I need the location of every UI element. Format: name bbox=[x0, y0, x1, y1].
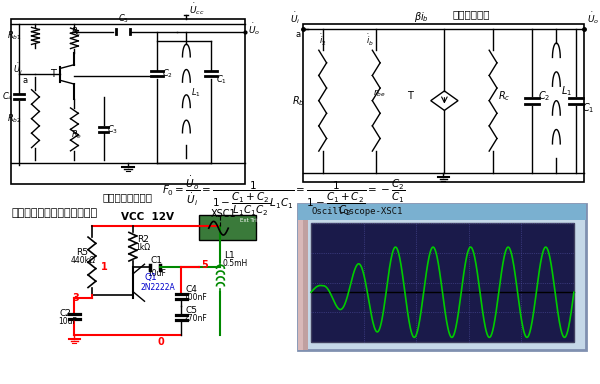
Text: $C_1$: $C_1$ bbox=[215, 74, 227, 86]
Text: 摘自元增民《模拟电子技术》: 摘自元增民《模拟电子技术》 bbox=[11, 208, 97, 218]
Bar bbox=[298, 204, 308, 350]
Text: VCC  12V: VCC 12V bbox=[121, 212, 174, 222]
Text: Oscilloscope-XSC1: Oscilloscope-XSC1 bbox=[312, 207, 403, 216]
Bar bbox=[303, 24, 584, 182]
Text: $L_1$: $L_1$ bbox=[561, 84, 572, 98]
Text: 100nF: 100nF bbox=[184, 293, 207, 302]
Text: $\dot{U}_o$: $\dot{U}_o$ bbox=[248, 22, 260, 37]
Text: $R_c$: $R_c$ bbox=[498, 89, 511, 103]
Bar bbox=[11, 19, 245, 184]
Text: $C_2$: $C_2$ bbox=[538, 89, 550, 103]
Text: $\dot{i}_2$: $\dot{i}_2$ bbox=[319, 33, 326, 48]
Text: R5: R5 bbox=[76, 248, 88, 257]
Text: Q1: Q1 bbox=[145, 273, 157, 282]
Text: 0: 0 bbox=[157, 337, 164, 347]
Text: XSC1: XSC1 bbox=[211, 209, 236, 218]
Text: $\dot{U}_o$: $\dot{U}_o$ bbox=[587, 10, 599, 26]
Text: $\beta i_b$: $\beta i_b$ bbox=[413, 10, 428, 24]
Text: a: a bbox=[295, 30, 300, 39]
Text: 10uF: 10uF bbox=[148, 268, 166, 278]
Bar bbox=[298, 204, 303, 350]
Text: 0.5mH: 0.5mH bbox=[223, 259, 248, 268]
Text: C2: C2 bbox=[60, 310, 71, 318]
Text: L1: L1 bbox=[224, 251, 235, 260]
Text: $R_e$: $R_e$ bbox=[71, 128, 83, 141]
Text: 1: 1 bbox=[101, 262, 107, 272]
Text: C4: C4 bbox=[185, 285, 197, 294]
Text: 5: 5 bbox=[201, 260, 208, 270]
Text: Ext Trig: Ext Trig bbox=[240, 218, 260, 223]
Text: $R_c$: $R_c$ bbox=[71, 25, 82, 38]
Text: C5: C5 bbox=[185, 306, 197, 316]
Text: $C_2$: $C_2$ bbox=[162, 67, 173, 79]
Text: 440kΩ: 440kΩ bbox=[71, 256, 95, 265]
Text: T: T bbox=[50, 70, 56, 79]
Text: $C_1$: $C_1$ bbox=[581, 101, 594, 115]
Text: R2: R2 bbox=[137, 235, 149, 244]
Text: 270nF: 270nF bbox=[184, 314, 207, 323]
Text: $C_3$: $C_3$ bbox=[107, 123, 119, 136]
Text: $\dot{U}_i$: $\dot{U}_i$ bbox=[290, 10, 300, 26]
Text: $F_0=\dfrac{\dot{U}_o}{\dot{U}_i}=\dfrac{1}{1-\dfrac{C_1+C_2}{L_1C_1C_2}L_1C_1}=: $F_0=\dfrac{\dot{U}_o}{\dot{U}_i}=\dfrac… bbox=[162, 174, 406, 218]
Text: $L_1$: $L_1$ bbox=[191, 86, 201, 99]
Text: 3: 3 bbox=[73, 293, 79, 303]
Bar bbox=[298, 204, 586, 220]
Text: 2N2222A: 2N2222A bbox=[140, 283, 175, 292]
Text: $R_{b1}$: $R_{b1}$ bbox=[7, 30, 22, 42]
Text: $R_{b2}$: $R_{b2}$ bbox=[7, 113, 22, 125]
Text: C1: C1 bbox=[151, 256, 163, 265]
Text: $C_5$: $C_5$ bbox=[118, 12, 128, 25]
Text: 电容三点式振荡器: 电容三点式振荡器 bbox=[103, 192, 153, 202]
Text: $\dot{U}_i$: $\dot{U}_i$ bbox=[13, 62, 23, 77]
Text: $\dot{U}_{cc}$: $\dot{U}_{cc}$ bbox=[189, 2, 205, 17]
Text: $\dot{i}_b$: $\dot{i}_b$ bbox=[367, 33, 374, 48]
Text: 10uF: 10uF bbox=[58, 317, 77, 326]
Bar bbox=[311, 223, 574, 342]
FancyBboxPatch shape bbox=[199, 215, 256, 240]
Text: 交流等效电路: 交流等效电路 bbox=[453, 9, 490, 19]
Text: $R_b$: $R_b$ bbox=[292, 94, 305, 108]
Text: T: T bbox=[407, 91, 413, 101]
Bar bbox=[298, 204, 586, 350]
Text: a: a bbox=[23, 76, 28, 85]
Text: $r_{be}$: $r_{be}$ bbox=[373, 87, 386, 99]
Text: $C_4$: $C_4$ bbox=[2, 91, 13, 103]
Text: 1kΩ: 1kΩ bbox=[135, 243, 150, 252]
